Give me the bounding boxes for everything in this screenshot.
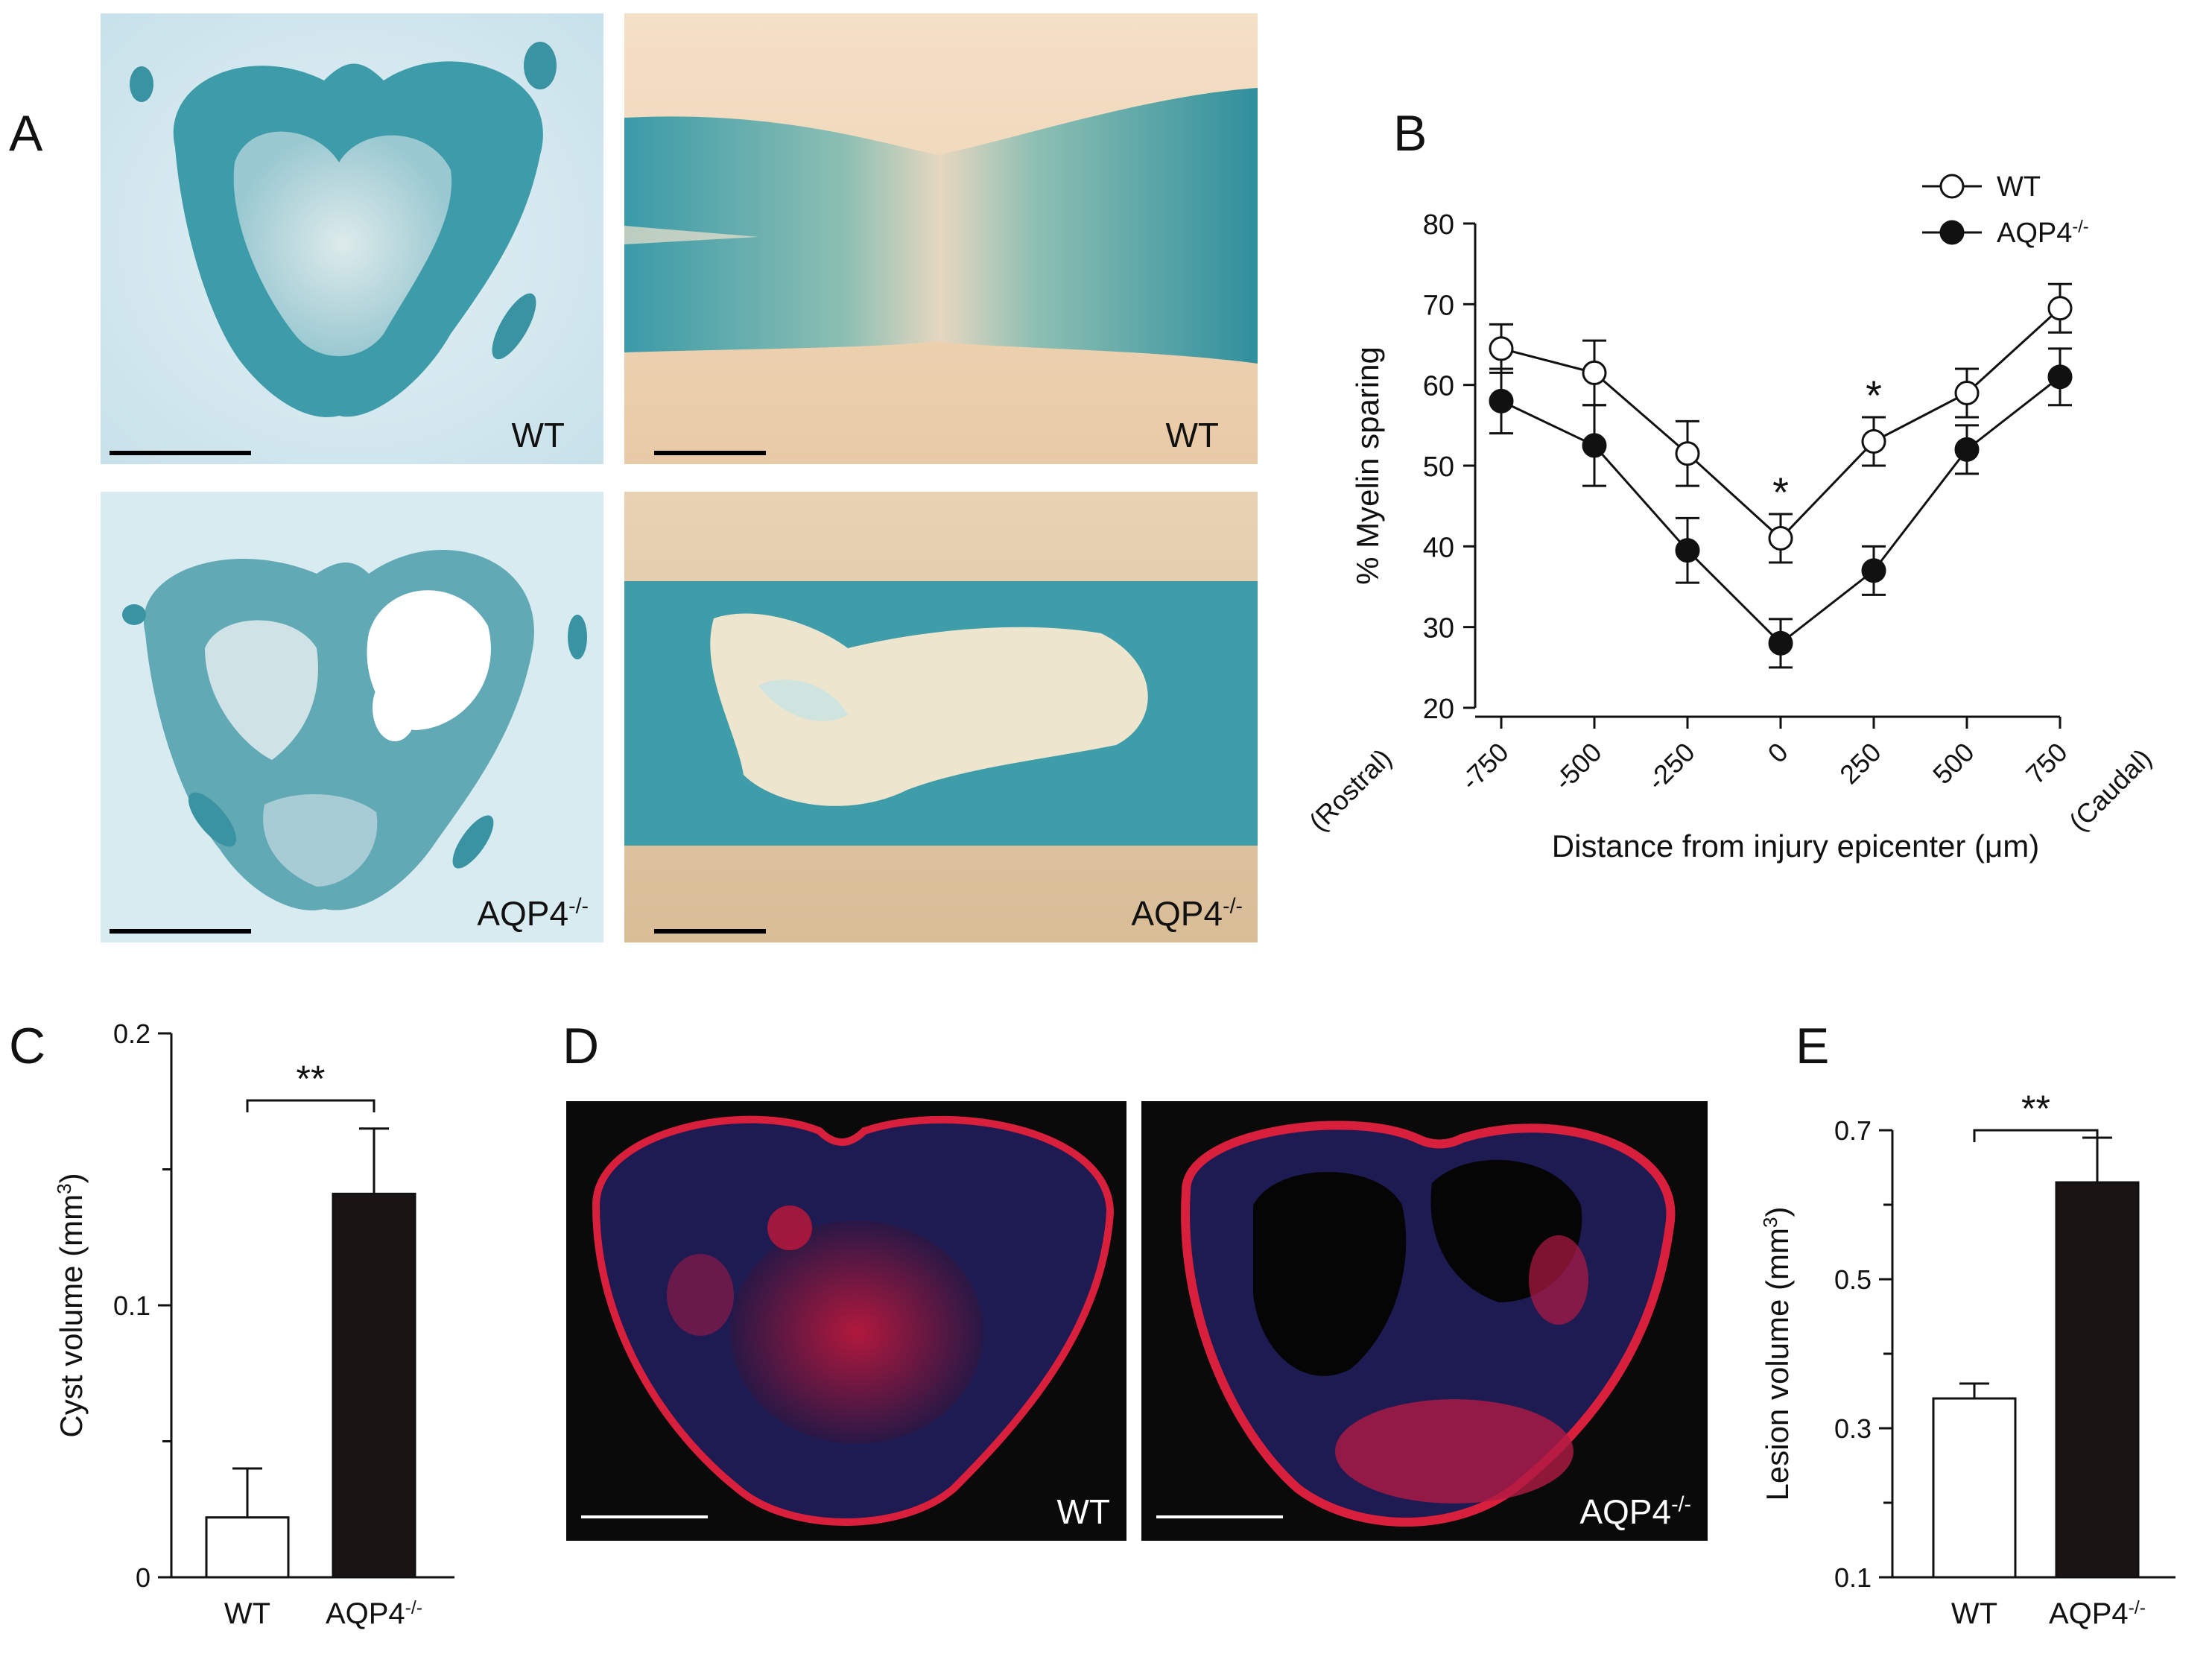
micrograph-aqp4-longitudinal: AQP4-/- [624,492,1258,942]
x-tick-label: 250 [1834,737,1886,790]
data-point-filled [1954,437,1980,462]
image-label-wt: WT [1056,1492,1110,1531]
scale-bar [110,451,251,455]
y-tick-label: 0.2 [113,1018,150,1049]
y-tick-label: 0.1 [113,1290,150,1321]
panel-letter-a: A [9,105,43,162]
x-category-label: WT [1951,1597,1997,1630]
y-tick-label: 0.1 [1834,1562,1872,1593]
x-tick-label: 750 [2020,737,2073,790]
x-category-label: AQP4-/- [326,1597,422,1630]
image-label-aqp4: AQP4-/- [1579,1492,1691,1531]
scale-bar [110,929,251,934]
x-end-label-rostral: (Rostral) [1303,743,1398,837]
panel-letter-e: E [1796,1018,1830,1074]
legend-label: WT [1997,171,2041,203]
y-tick-label: 0.7 [1834,1115,1872,1146]
legend-label: AQP4-/- [1997,217,2089,249]
panel-letter-b: B [1393,105,1427,162]
image-label-aqp4: AQP4-/- [1131,894,1243,933]
significance-bracket [1973,1129,2099,1142]
bar-open [1932,1397,2017,1579]
myelin-sparing-line-chart: 20 30 40 50 60 70 80 -750 -500 -250 0 250 500 750 (Ros… [1303,171,2158,864]
x-tick-label: -750 [1455,737,1515,796]
data-point-open [1675,441,1700,466]
bar-filled [332,1192,416,1579]
image-label-wt: WT [511,416,565,454]
data-point-open [1489,336,1514,361]
y-axis-label: Lesion volume (mm3) [1759,1207,1795,1501]
y-tick-label: 0.5 [1834,1264,1872,1295]
y-axis-label: Cyst volume (mm3) [53,1173,89,1437]
data-point-open [1582,360,1607,385]
cyst-volume-bar-chart: 0 0.1 0.2 Cyst volume (mm3) WT AQP4-/- ** [53,1018,454,1630]
fluorescence-aqp4-cross-section: AQP4-/- [1141,1101,1708,1541]
y-axis-label: % Myelin sparing [1350,346,1385,585]
legend-marker [1939,174,1965,199]
scale-bar [654,929,766,934]
significance-marker: ** [297,1058,326,1100]
lesion-volume-bar-chart: 0.1 0.3 0.5 0.7 Lesion volume (mm3) WT AQP4-/-… [1759,1088,2175,1630]
micrograph-wt-longitudinal: WT [624,13,1258,464]
scale-bar [654,451,766,455]
y-tick-label: 60 [1423,371,1454,402]
panel-letter-c: C [9,1018,46,1074]
micrograph-wt-cross-section: WT [101,13,603,464]
micrograph-aqp4-cross-section: AQP4-/- [101,492,603,942]
data-point-open [1768,526,1793,551]
x-tick-label: 0 [1762,737,1794,769]
y-tick-label: 40 [1423,532,1454,563]
data-point-filled [2047,364,2073,390]
x-end-label-caudal: (Caudal) [2063,743,2158,837]
bar-filled [2055,1181,2140,1579]
data-point-open [1954,381,1980,405]
x-category-label: AQP4-/- [2049,1597,2146,1630]
significance-marker: * [1772,469,1789,516]
y-tick-label: 50 [1423,451,1454,483]
scale-bar [581,1515,708,1518]
x-tick-label: -500 [1548,737,1608,796]
data-point-filled [1675,538,1700,563]
image-label-wt: WT [1165,416,1219,454]
significance-marker: ** [2021,1088,2050,1129]
data-point-open [1861,429,1886,454]
data-point-open [2047,296,2073,321]
x-category-label: WT [224,1597,270,1630]
panel-letter-d: D [562,1018,600,1074]
x-tick-label: -250 [1641,737,1701,796]
data-point-filled [1582,433,1607,458]
y-tick-label: 70 [1423,290,1454,321]
y-tick-label: 0 [136,1562,150,1593]
data-point-filled [1861,558,1886,583]
bar-open [205,1516,290,1579]
significance-bracket [246,1099,375,1112]
image-label-aqp4: AQP4-/- [477,894,589,933]
legend-marker [1939,220,1965,245]
significance-marker: * [1866,372,1882,419]
scale-bar [1156,1515,1283,1518]
y-tick-label: 0.3 [1834,1413,1872,1444]
x-tick-label: 500 [1927,737,1980,790]
fluorescence-wt-cross-section: WT [566,1101,1126,1541]
y-tick-label: 30 [1423,613,1454,644]
x-axis-label: Distance from injury epicenter (μm) [1552,828,2039,864]
y-tick-label: 80 [1423,209,1454,241]
data-point-filled [1489,388,1514,414]
y-tick-label: 20 [1423,694,1454,725]
data-point-filled [1768,630,1793,656]
